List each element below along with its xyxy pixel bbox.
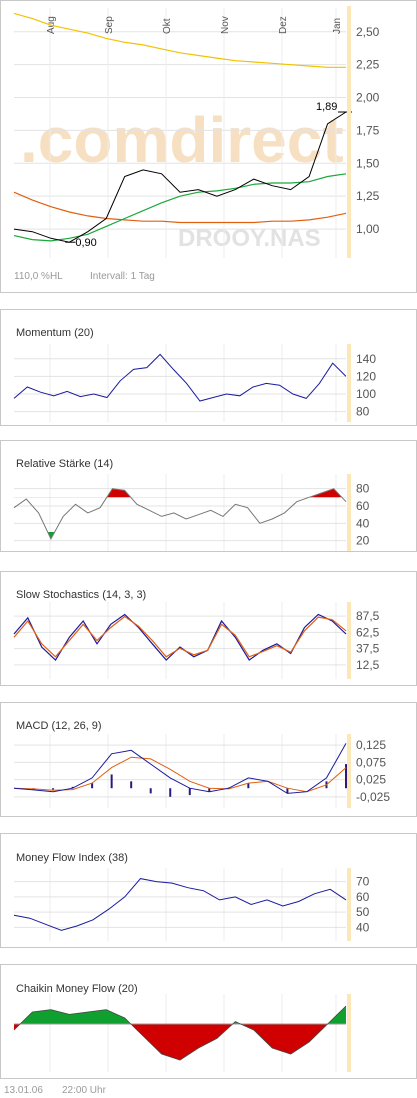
relative-strength-panel: Relative Stärke (14) 80 60 40 20 bbox=[0, 440, 417, 552]
current-bar bbox=[347, 344, 351, 422]
macd-line bbox=[13, 743, 347, 794]
month-label: Dez bbox=[278, 16, 289, 34]
month-label: Okt bbox=[162, 18, 173, 34]
month-label: Jan bbox=[332, 18, 343, 34]
current-bar bbox=[347, 994, 351, 1072]
high-label: 1,89 bbox=[316, 101, 337, 113]
y-tick-label: 0,075 bbox=[356, 755, 386, 769]
moving-average-100-line bbox=[13, 191, 347, 224]
moving-average-38-line bbox=[13, 173, 347, 242]
y-tick-label: 87,5 bbox=[356, 609, 380, 623]
panel-title: MACD (12, 26, 9) bbox=[16, 720, 102, 732]
y-tick-label: 1,75 bbox=[356, 123, 380, 137]
slow-stochastics-panel: Slow Stochastics (14, 3, 3) 87,5 62,5 37,5… bbox=[0, 571, 417, 686]
macd-panel: MACD (12, 26, 9) 0,125 0,075 0,025 -0,025 bbox=[0, 702, 417, 817]
y-tick-label: 120 bbox=[356, 369, 376, 383]
y-tick-label: 80 bbox=[356, 482, 370, 496]
cmf-line bbox=[13, 1005, 347, 1061]
scale-label: 110,0 %HL bbox=[14, 271, 63, 282]
cmf-positive-area bbox=[14, 1006, 346, 1024]
y-tick-label: 12,5 bbox=[356, 658, 380, 672]
panel-title: Relative Stärke (14) bbox=[16, 458, 113, 470]
current-bar bbox=[347, 602, 351, 679]
y-tick-label: 2,00 bbox=[356, 91, 380, 105]
panel-title: Money Flow Index (38) bbox=[16, 852, 128, 864]
rsi-line bbox=[13, 488, 347, 541]
stochastic-k-line bbox=[13, 613, 347, 661]
y-tick-label: 37,5 bbox=[356, 642, 380, 656]
y-tick-label: 2,25 bbox=[356, 58, 380, 72]
stochastic-d-line bbox=[13, 615, 347, 658]
y-tick-label: 62,5 bbox=[356, 625, 380, 639]
y-tick-label: 80 bbox=[356, 405, 370, 419]
current-bar bbox=[347, 868, 351, 941]
footer-time: 22:00 Uhr bbox=[62, 1085, 107, 1096]
y-tick-label: 1,50 bbox=[356, 156, 380, 170]
low-label: 0,90 bbox=[75, 237, 96, 249]
y-tick-label: 40 bbox=[356, 920, 370, 934]
y-tick-label: 60 bbox=[356, 499, 370, 513]
y-tick-label: 0,125 bbox=[356, 738, 386, 752]
interval-label: Intervall: 1 Tag bbox=[90, 271, 155, 282]
momentum-line bbox=[13, 353, 347, 402]
y-tick-label: 1,25 bbox=[356, 189, 380, 203]
current-bar bbox=[347, 474, 351, 551]
footer-date: 13.01.06 bbox=[4, 1085, 43, 1096]
y-tick-label: 60 bbox=[356, 890, 370, 904]
month-label: Sep bbox=[104, 16, 115, 34]
y-tick-label: 140 bbox=[356, 352, 376, 366]
panel-title: Slow Stochastics (14, 3, 3) bbox=[16, 589, 146, 601]
main-price-panel: .comdirect DROOY.NAS Aug Sep Okt Nov Dez Jan … bbox=[0, 0, 417, 293]
macd-signal-line bbox=[13, 756, 347, 793]
y-tick-label: 20 bbox=[356, 534, 370, 548]
y-tick-label: 1,00 bbox=[356, 222, 380, 236]
y-tick-label: 70 bbox=[356, 875, 370, 889]
y-tick-label: 40 bbox=[356, 516, 370, 530]
moving-average-200-line bbox=[13, 12, 346, 68]
current-bar bbox=[347, 6, 351, 258]
y-tick-label: -0,025 bbox=[356, 790, 390, 804]
momentum-panel: Momentum (20) 140 120 100 80 bbox=[0, 309, 417, 426]
y-tick-label: 100 bbox=[356, 387, 376, 401]
chaikin-money-flow-panel: Chaikin Money Flow (20) bbox=[0, 964, 417, 1079]
money-flow-line bbox=[13, 878, 347, 931]
watermark: .comdirect bbox=[20, 104, 344, 176]
y-tick-label: 2,50 bbox=[356, 25, 380, 39]
panel-title: Momentum (20) bbox=[16, 327, 94, 339]
panel-title: Chaikin Money Flow (20) bbox=[16, 983, 138, 995]
cmf-negative-area bbox=[14, 1024, 346, 1060]
y-tick-label: 50 bbox=[356, 905, 370, 919]
current-bar bbox=[347, 734, 351, 808]
y-tick-label: 0,025 bbox=[356, 773, 386, 787]
month-label: Nov bbox=[220, 16, 231, 34]
main-y-axis: 2,50 2,25 2,00 1,75 1,50 1,25 1,00 bbox=[356, 25, 380, 236]
